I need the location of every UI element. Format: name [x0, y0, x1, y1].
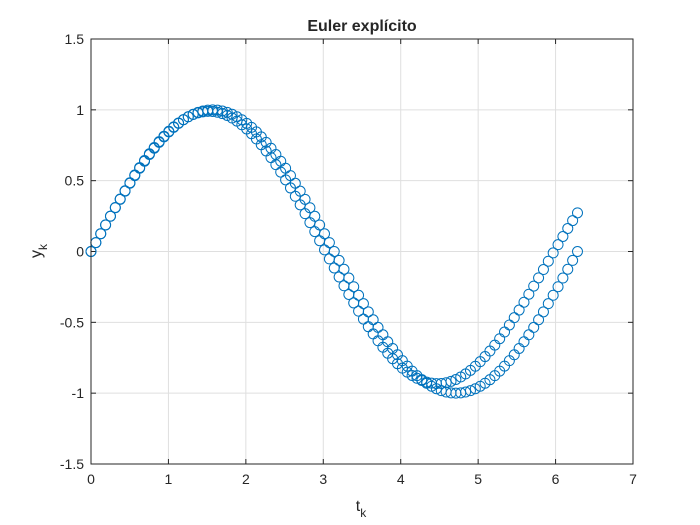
x-tick-label: 6	[552, 471, 560, 487]
data-point	[289, 190, 301, 202]
data-point	[109, 201, 121, 213]
x-tick-label: 7	[629, 471, 637, 487]
data-point	[552, 239, 564, 251]
data-point	[562, 222, 574, 234]
data-point	[328, 262, 340, 274]
y-tick-label: 0	[76, 244, 84, 260]
data-point	[533, 314, 545, 326]
x-axis-label: tk	[356, 498, 367, 520]
data-point	[464, 385, 476, 397]
tick-labels: 0 1 2 3 4 5 6 7 1.5 1 0.5 0 -0.5 -1 -1.5	[60, 31, 637, 487]
x-tick-label: 3	[319, 471, 327, 487]
data-point	[304, 217, 316, 229]
y-axis-label: yk	[28, 243, 50, 258]
data-point	[275, 166, 287, 178]
data-point	[95, 228, 107, 240]
data-point	[338, 280, 350, 292]
data-point	[542, 255, 554, 267]
data-point	[552, 281, 564, 293]
data-point	[343, 288, 355, 300]
data-point	[211, 106, 223, 118]
x-axis-label-sub: k	[360, 506, 367, 520]
data-point	[124, 177, 136, 189]
data-point	[537, 264, 549, 276]
data-point	[528, 280, 540, 292]
data-point	[518, 296, 530, 308]
data-point	[353, 305, 365, 317]
x-axis-label-main: t	[356, 498, 361, 515]
data-point	[100, 219, 112, 231]
data-point	[294, 199, 306, 211]
data-point	[333, 271, 345, 283]
data-markers	[85, 104, 583, 399]
data-point	[528, 321, 540, 333]
data-point	[533, 272, 545, 284]
x-tick-label: 0	[87, 471, 95, 487]
data-point	[309, 226, 321, 238]
data-point	[440, 377, 452, 389]
data-point	[314, 235, 326, 247]
data-point	[119, 185, 131, 197]
x-tick-label: 1	[165, 471, 173, 487]
chart-title: Euler explícito	[307, 18, 417, 35]
data-point	[523, 288, 535, 300]
data-point	[567, 215, 579, 227]
data-point	[323, 253, 335, 265]
y-tick-label: -0.5	[60, 314, 84, 330]
data-point	[460, 386, 472, 398]
x-tick-label: 5	[474, 471, 482, 487]
data-point	[567, 254, 579, 266]
data-point	[411, 372, 423, 384]
data-point	[104, 210, 116, 222]
plot-frame	[90, 38, 634, 465]
y-tick-label: 1	[76, 102, 84, 118]
x-tick-label: 2	[242, 471, 250, 487]
data-point	[182, 111, 194, 123]
data-point	[557, 272, 569, 284]
data-point	[284, 182, 296, 194]
data-point	[547, 247, 559, 259]
data-point	[114, 193, 126, 205]
data-point	[537, 306, 549, 318]
data-point	[319, 244, 331, 256]
data-point	[216, 108, 228, 120]
y-tick-label: -1.5	[60, 456, 84, 472]
data-point	[445, 375, 457, 387]
data-point	[357, 313, 369, 325]
data-point	[562, 263, 574, 275]
x-tick-label: 4	[397, 471, 405, 487]
data-point	[547, 289, 559, 301]
data-point	[280, 174, 292, 186]
data-point	[571, 207, 583, 219]
y-tick-label: -1	[72, 385, 85, 401]
y-axis-label-main: y	[28, 250, 45, 258]
y-tick-label: 0.5	[65, 173, 85, 189]
y-tick-label: 1.5	[65, 31, 85, 47]
data-point	[571, 246, 583, 257]
data-point	[299, 208, 311, 220]
data-point	[513, 304, 525, 316]
y-axis-label-sub: k	[36, 243, 50, 250]
data-point	[542, 298, 554, 310]
data-point	[348, 297, 360, 309]
data-point	[557, 230, 569, 242]
data-point	[508, 312, 520, 324]
